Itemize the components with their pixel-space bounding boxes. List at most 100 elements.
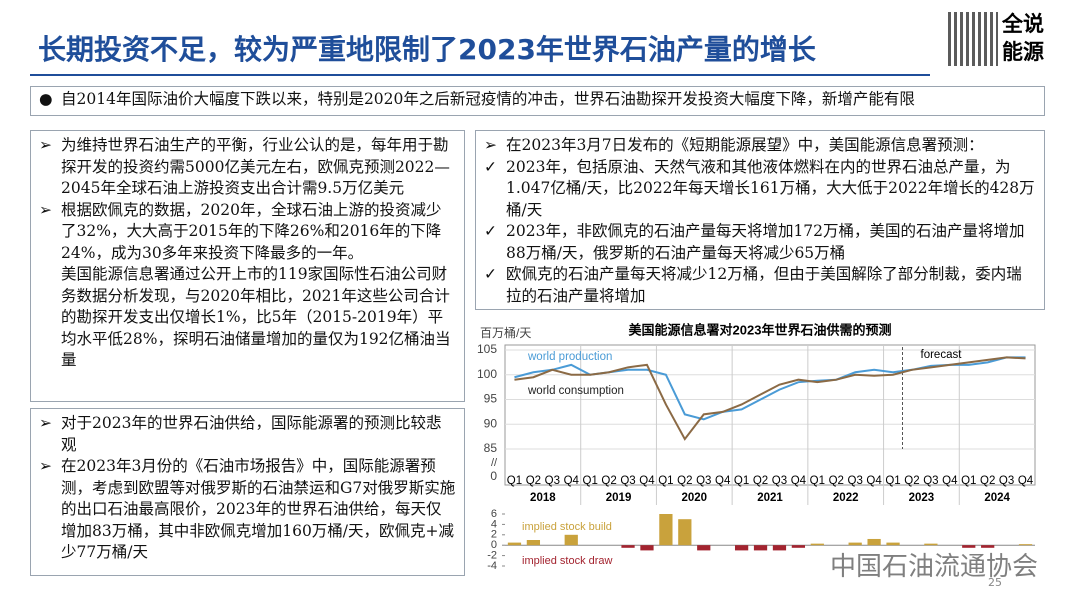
y2-tick-label: -2	[487, 550, 497, 562]
marker: ➢	[39, 414, 52, 432]
logo-line: 能源	[1002, 39, 1044, 64]
y-tick-label: 90	[484, 416, 498, 430]
watermark: 中国石油流通协会	[830, 552, 1039, 582]
series-line	[514, 356, 1026, 441]
year-label: 2024	[984, 492, 1010, 504]
y2-tick-label: 0	[491, 539, 497, 551]
right-box: ➢ 在2023年3月7日发布的《短期能源展望》中，美国能源信息署预测： ✓ 2023年…	[475, 130, 1045, 310]
x-tick-label: Q3	[620, 475, 635, 487]
y-tick-label: 95	[484, 392, 498, 406]
marker: ✓	[484, 265, 497, 283]
plot-frame	[504, 344, 1036, 486]
stock-bar	[564, 534, 578, 546]
summary-box: ● 自2014年国际油价大幅度下跌以来，特别是2020年之后新冠疫情的冲击，世界石…	[30, 86, 1045, 116]
item-text: 欧佩克的石油产量每天将减少12万桶，但由于美国解除了部分制裁，委内瑞拉的石油产量…	[506, 265, 1022, 305]
x-tick-label: Q4	[1018, 475, 1034, 487]
marker: ➢	[39, 200, 52, 219]
legend-label: world production	[527, 351, 612, 363]
logo-text: 全说 能源	[1002, 10, 1044, 66]
year-label: 2019	[606, 492, 632, 504]
stock-bar	[772, 545, 787, 551]
build-label: implied stock build	[522, 521, 612, 533]
left-top-box: ➢ 为维持世界石油生产的平衡，行业公认的是，每年用于勘探开发的投资约需5000亿美…	[30, 130, 465, 402]
item-text: 美国能源信息署通过公开上市的119家国际性石油公司财务数据分析发现，与2020年…	[61, 265, 451, 369]
marker: ●	[39, 90, 53, 108]
list-item: ✓ 2023年，非欧佩克的石油产量每天将增加172万桶，美国的石油产量将增加88万…	[484, 221, 1036, 264]
stock-bar	[697, 545, 711, 551]
title-rule	[30, 74, 930, 76]
x-tick-label: Q1	[961, 475, 976, 487]
draw-label: implied stock draw	[522, 555, 613, 567]
x-tick-label: Q2	[980, 475, 995, 487]
item-text: 根据欧佩克的数据，2020年，全球石油上游的投资减少了32%，大大高于2015年…	[61, 200, 442, 262]
x-tick-label: Q2	[753, 475, 768, 487]
x-tick-label: Q4	[564, 475, 580, 487]
x-tick-label: Q2	[601, 475, 616, 487]
stock-bar	[867, 538, 881, 546]
x-tick-label: Q3	[772, 475, 787, 487]
marker: ➢	[39, 457, 52, 475]
list-item: 美国能源信息署通过公开上市的119家国际性石油公司财务数据分析发现，与2020年…	[39, 264, 456, 372]
forecast-label: forecast	[921, 349, 963, 361]
marker: ✓	[484, 222, 497, 240]
marker: ✓	[484, 157, 497, 176]
stock-bar	[734, 545, 749, 551]
list-item: ➢ 为维持世界石油生产的平衡，行业公认的是，每年用于勘探开发的投资约需5000亿美…	[39, 135, 456, 200]
item-text: 在2023年3月份的《石油市场报告》中，国际能源署预测，考虑到欧盟等对俄罗斯的石…	[61, 457, 456, 561]
marker: ➢	[484, 136, 497, 154]
x-tick-label: Q1	[810, 475, 825, 487]
stock-bar	[924, 543, 938, 546]
x-tick-label: Q4	[942, 475, 958, 487]
y2-tick-label: 6	[491, 508, 497, 520]
qr-code	[948, 12, 998, 66]
axis-break: //	[491, 457, 498, 469]
stock-bar	[791, 545, 806, 548]
y-tick-label: 100	[477, 367, 497, 381]
stock-bar	[810, 543, 824, 546]
unit-label: 百万桶/天	[480, 325, 531, 340]
item-text: 2023年，非欧佩克的石油产量每天将增加172万桶，美国的石油产量将增加88万桶…	[506, 222, 1025, 262]
item-text: 对于2023年的世界石油供给，国际能源署的预测比较悲观	[61, 414, 442, 454]
stock-bar	[507, 542, 522, 546]
stock-bar	[640, 545, 654, 551]
x-tick-label: Q1	[507, 475, 522, 487]
item-text: 2023年，包括原油、天然气液和其他液体燃料在内的世界石油总产量，为1.047亿…	[506, 157, 1035, 219]
x-tick-label: Q2	[677, 475, 692, 487]
list-item: ➢ 在2023年3月7日发布的《短期能源展望》中，美国能源信息署预测：	[484, 135, 1036, 157]
x-tick-label: Q2	[829, 475, 844, 487]
summary: ● 自2014年国际油价大幅度下跌以来，特别是2020年之后新冠疫情的冲击，世界石…	[39, 89, 1036, 111]
stock-bar	[526, 540, 541, 546]
page-number: 25	[988, 576, 1002, 589]
stock-bar	[848, 542, 862, 546]
x-tick-label: Q4	[715, 475, 731, 487]
marker: ➢	[39, 136, 52, 154]
year-label: 2021	[757, 492, 783, 504]
left-bottom-box: ➢ 对于2023年的世界石油供给，国际能源署的预测比较悲观 ➢ 在2023年3月份的《…	[30, 408, 465, 576]
list-item: ✓ 欧佩克的石油产量每天将减少12万桶，但由于美国解除了部分制裁，委内瑞拉的石油产…	[484, 264, 1036, 307]
summary-text: 自2014年国际油价大幅度下跌以来，特别是2020年之后新冠疫情的冲击，世界石油…	[61, 90, 915, 108]
y2-tick-label: 2	[491, 529, 497, 541]
x-tick-label: Q1	[885, 475, 900, 487]
stock-bar	[981, 545, 995, 548]
x-tick-label: Q2	[526, 475, 541, 487]
y2-tick-label: 4	[491, 518, 497, 530]
y-tick-label: 105	[477, 342, 497, 356]
stock-bar	[962, 545, 976, 548]
item-text: 为维持世界石油生产的平衡，行业公认的是，每年用于勘探开发的投资约需5000亿美元…	[61, 136, 450, 197]
x-tick-label: Q3	[848, 475, 863, 487]
item-text: 在2023年3月7日发布的《短期能源展望》中，美国能源信息署预测：	[506, 136, 984, 154]
x-tick-label: Q2	[904, 475, 919, 487]
legend-label: world consumption	[527, 385, 624, 397]
x-tick-label: Q3	[923, 475, 938, 487]
title: 长期投资不足，较为严重地限制了2023年世界石油产量的增长	[38, 33, 816, 66]
x-tick-label: Q1	[658, 475, 673, 487]
x-tick-label: Q4	[791, 475, 807, 487]
year-label: 2018	[530, 492, 556, 504]
stock-bar	[659, 514, 673, 546]
y2-tick-label: -4	[487, 560, 497, 572]
x-tick-label: Q4	[866, 475, 882, 487]
x-tick-label: Q4	[639, 475, 655, 487]
logo-line: 全说	[1002, 11, 1044, 36]
